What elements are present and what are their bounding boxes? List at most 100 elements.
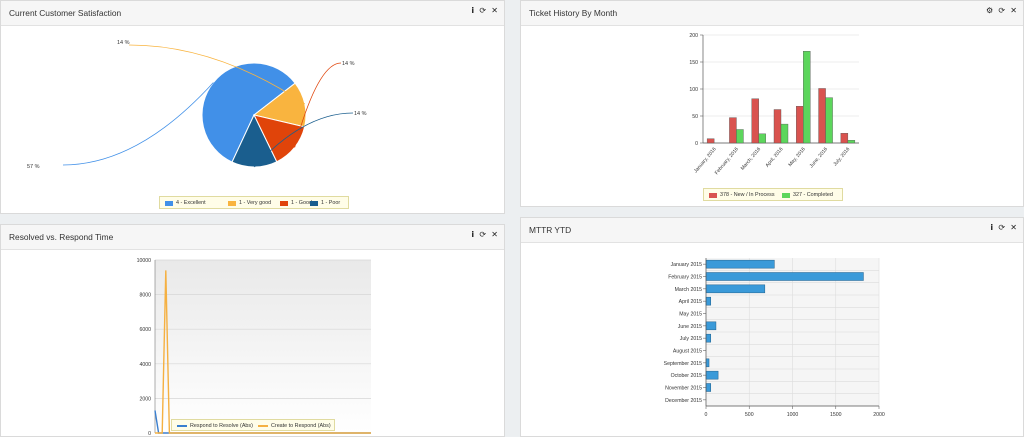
bar [803, 51, 811, 144]
y-tick-label: December 2015 [665, 398, 702, 404]
x-tick-label: July, 2016 [832, 146, 851, 167]
ticket-legend: 378 - New / In Process 327 - Completed [703, 188, 843, 201]
plot-background [155, 260, 371, 433]
resolved-line-chart: 0 2000 4000 6000 8000 10000 [137, 258, 371, 437]
close-icon[interactable]: ✕ [1010, 223, 1017, 232]
bar [780, 123, 789, 144]
y-tick-label: October 2015 [671, 373, 703, 379]
pie-data-label: 14 % [342, 61, 355, 67]
x-tick-label: February, 2016 [714, 146, 740, 176]
y-tick-label: 6000 [139, 327, 151, 333]
legend-label: 1 - Very good [239, 200, 272, 206]
close-icon[interactable]: ✕ [491, 6, 498, 15]
legend-label: 378 - New / In Process [720, 192, 775, 198]
gear-icon[interactable]: ⚙ [985, 6, 994, 15]
bar [796, 106, 804, 144]
bar [736, 129, 744, 144]
bar [705, 383, 712, 392]
bar [840, 133, 849, 144]
y-tick-label: February 2015 [668, 275, 702, 281]
y-tick-label: June 2015 [678, 324, 702, 330]
panel-header: MTTR YTD i ⟳ ✕ [521, 218, 1023, 243]
pie-label-line [62, 82, 214, 166]
y-tick-label: November 2015 [665, 386, 702, 392]
legend-swatch [782, 192, 790, 198]
info-icon[interactable]: i [471, 6, 475, 15]
x-tick-label: 500 [745, 412, 754, 418]
panel-tools: i ⟳ ✕ [987, 223, 1017, 232]
refresh-icon[interactable]: ⟳ [998, 6, 1006, 15]
x-tick-label: May, 2016 [787, 146, 807, 168]
y-tick-label: 8000 [139, 293, 151, 299]
legend-item[interactable]: 378 - New / In Process [709, 192, 775, 198]
y-tick-label: April 2015 [679, 299, 702, 305]
y-tick-label: 0 [148, 431, 151, 437]
x-tick-label: March, 2016 [740, 146, 763, 171]
pie-label-line [294, 62, 342, 148]
series-line [155, 270, 371, 434]
mttr-bar-chart: 0 500 1000 1500 2000 January 2015 February 201… [664, 258, 885, 418]
legend-label: 1 - Good [291, 200, 312, 206]
legend-item[interactable]: 1 - Poor [310, 200, 340, 206]
y-tick-label: 10000 [137, 258, 152, 264]
x-tick-label: April, 2016 [765, 146, 785, 168]
line-legend: Respond to Resolve (Abs) Create to Respon… [171, 419, 335, 431]
close-icon[interactable]: ✕ [1010, 6, 1017, 15]
mttr-panel: MTTR YTD i ⟳ ✕ 0 500 1000 1500 2000 January 2… [520, 217, 1024, 437]
close-icon[interactable]: ✕ [491, 230, 498, 239]
legend-swatch [258, 425, 268, 427]
legend-swatch [310, 200, 318, 206]
info-icon[interactable]: i [471, 230, 475, 239]
pie-label-line [254, 112, 354, 168]
legend-swatch [709, 192, 717, 198]
panel-tools: i ⟳ ✕ [468, 230, 498, 239]
bar [818, 88, 826, 144]
legend-label: 327 - Completed [793, 192, 833, 198]
legend-swatch [228, 200, 236, 206]
info-icon[interactable]: i [990, 223, 994, 232]
legend-label: 4 - Excellent [176, 200, 206, 206]
bar [706, 138, 715, 144]
bar [729, 117, 737, 144]
legend-item[interactable]: 1 - Very good [228, 200, 271, 206]
legend-item[interactable]: Respond to Resolve (Abs) [177, 423, 253, 429]
legend-swatch [165, 200, 173, 206]
panel-title: Resolved vs. Respond Time [9, 232, 114, 242]
legend-item[interactable]: Create to Respond (Abs) [258, 423, 331, 429]
panel-title: Current Customer Satisfaction [9, 8, 122, 18]
legend-label: Respond to Resolve (Abs) [190, 423, 253, 429]
y-tick-label: August 2015 [673, 349, 702, 355]
x-tick-label: June, 2016 [809, 146, 830, 169]
refresh-icon[interactable]: ⟳ [998, 223, 1006, 232]
legend-item[interactable]: 327 - Completed [782, 192, 833, 198]
y-tick-label: May 2015 [679, 312, 702, 318]
refresh-icon[interactable]: ⟳ [479, 230, 487, 239]
x-tick-label: January, 2016 [693, 146, 718, 174]
bar [705, 259, 775, 269]
y-tick-label: 150 [689, 60, 698, 66]
pie-label-line [128, 44, 306, 105]
panel-header: Current Customer Satisfaction i ⟳ ✕ [1, 1, 504, 26]
y-tick-label: 50 [692, 114, 698, 120]
pie-data-label: 57 % [27, 164, 40, 170]
x-tick-label: 1000 [787, 412, 799, 418]
refresh-icon[interactable]: ⟳ [479, 6, 487, 15]
legend-swatch [280, 200, 288, 206]
bar [705, 370, 719, 380]
y-tick-label: July 2015 [680, 336, 702, 342]
legend-item[interactable]: 4 - Excellent [165, 200, 206, 206]
bar [705, 296, 712, 306]
legend-swatch [177, 425, 187, 427]
resolved-panel: Resolved vs. Respond Time i ⟳ ✕ 0 2000 400… [0, 224, 505, 437]
legend-label: 1 - Poor [321, 200, 341, 206]
x-tick-label: 0 [705, 412, 708, 418]
bar [705, 358, 710, 368]
bar [705, 272, 864, 281]
y-tick-label: 200 [689, 33, 698, 39]
y-tick-label: 100 [689, 87, 698, 93]
legend-item[interactable]: 1 - Good [280, 200, 312, 206]
x-tick-label: 2000 [873, 412, 885, 418]
bar [705, 284, 766, 294]
satisfaction-pie-chart: 57 % 14 % 14 % 14 % [27, 40, 367, 170]
